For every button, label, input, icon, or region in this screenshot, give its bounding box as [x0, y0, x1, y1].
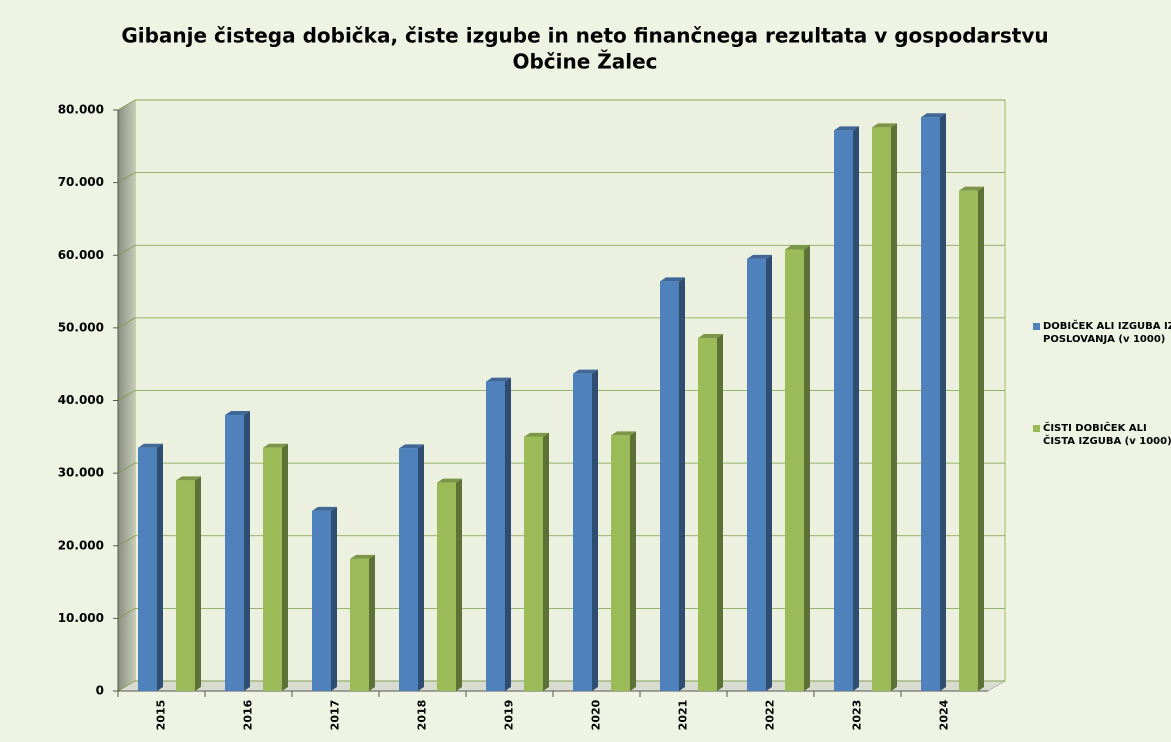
bar-side — [543, 432, 549, 691]
bar — [921, 117, 940, 691]
bar-side — [766, 254, 772, 691]
bar — [350, 558, 369, 691]
bar-top — [138, 443, 163, 448]
bar-top — [834, 126, 859, 131]
bar-top — [611, 431, 636, 436]
bar-side — [717, 334, 723, 691]
bar-top — [872, 123, 897, 128]
bar-side — [853, 126, 859, 691]
bar — [399, 448, 418, 691]
bar-side — [592, 369, 598, 691]
x-tick-label: 2015 — [155, 700, 168, 731]
bar — [138, 447, 157, 691]
x-tick-label: 2016 — [242, 699, 255, 730]
x-tick-label: 2020 — [590, 699, 603, 730]
bar-side — [679, 277, 685, 691]
chart-title: Gibanje čistega dobička, čiste izgube in… — [121, 24, 1048, 48]
y-tick-label: 70.000 — [58, 175, 104, 189]
bar-top — [921, 113, 946, 118]
bar-side — [195, 476, 201, 691]
bar-top — [959, 186, 984, 191]
grid-line — [117, 172, 1005, 183]
bar-top — [176, 476, 201, 481]
bar-side — [369, 554, 375, 691]
bar-side — [418, 444, 424, 691]
y-tick-label: 30.000 — [58, 466, 104, 480]
y-tick-label: 60.000 — [58, 248, 104, 262]
bar — [747, 258, 766, 691]
bar-top — [747, 254, 772, 259]
bar-top — [785, 245, 810, 250]
bar-side — [157, 443, 163, 691]
legend-label: ČISTI DOBIČEK ALI ČISTA IZGUBA (v 1000) — [1043, 423, 1171, 447]
bar — [785, 249, 804, 691]
y-tick-label: 40.000 — [58, 393, 104, 407]
x-tick-label: 2017 — [329, 700, 342, 731]
bar-side — [244, 411, 250, 691]
y-tick-label: 10.000 — [58, 611, 104, 625]
legend-swatch — [1033, 425, 1040, 432]
x-tick-label: 2018 — [416, 700, 429, 731]
bar — [698, 338, 717, 691]
bar — [959, 190, 978, 691]
bar — [486, 381, 505, 691]
bar-side — [331, 506, 337, 691]
bar — [524, 436, 543, 691]
bar-side — [505, 377, 511, 691]
bar — [263, 447, 282, 691]
bar — [872, 127, 891, 692]
bar-top — [225, 411, 250, 416]
bar-side — [891, 123, 897, 692]
grid-line — [117, 244, 1005, 256]
bar — [312, 510, 331, 691]
bar-top — [312, 506, 337, 511]
y-tick-label: 50.000 — [58, 320, 104, 334]
x-tick-label: 2023 — [851, 700, 864, 731]
floor — [117, 680, 1006, 692]
bar — [611, 435, 630, 691]
bar-top — [350, 554, 375, 559]
legend-swatch — [1033, 323, 1040, 330]
bar — [437, 482, 456, 691]
bar — [225, 415, 244, 691]
bar-side — [630, 431, 636, 691]
bar-top — [399, 444, 424, 449]
x-tick-label: 2024 — [938, 699, 951, 730]
bar — [176, 480, 195, 691]
y-tick-label: 20.000 — [58, 538, 104, 552]
x-tick-label: 2022 — [764, 700, 777, 731]
bar-side — [940, 113, 946, 691]
bar-side — [978, 186, 984, 691]
grid-line — [117, 99, 1005, 111]
bar-top — [263, 443, 288, 448]
bar-side — [456, 478, 462, 691]
y-tick-label: 80.000 — [58, 103, 104, 117]
grid-line — [117, 317, 1005, 329]
chart-title: Občine Žalec — [512, 50, 657, 74]
bar-top — [698, 334, 723, 339]
bar-top — [486, 377, 511, 382]
bar-top — [660, 277, 685, 282]
bar-top — [573, 369, 598, 374]
y-tick-label: 0 — [96, 684, 104, 698]
bar — [573, 373, 592, 691]
bar-top — [437, 478, 462, 483]
legend-label: DOBIČEK ALI IZGUBA IZ POSLOVANJA (v 1000… — [1043, 321, 1171, 345]
bar-side — [282, 443, 288, 691]
bar-side — [804, 245, 810, 691]
bar-top — [524, 432, 549, 437]
bar — [660, 281, 679, 691]
bar — [834, 130, 853, 691]
x-tick-label: 2021 — [677, 700, 690, 731]
x-tick-label: 2019 — [503, 700, 516, 731]
